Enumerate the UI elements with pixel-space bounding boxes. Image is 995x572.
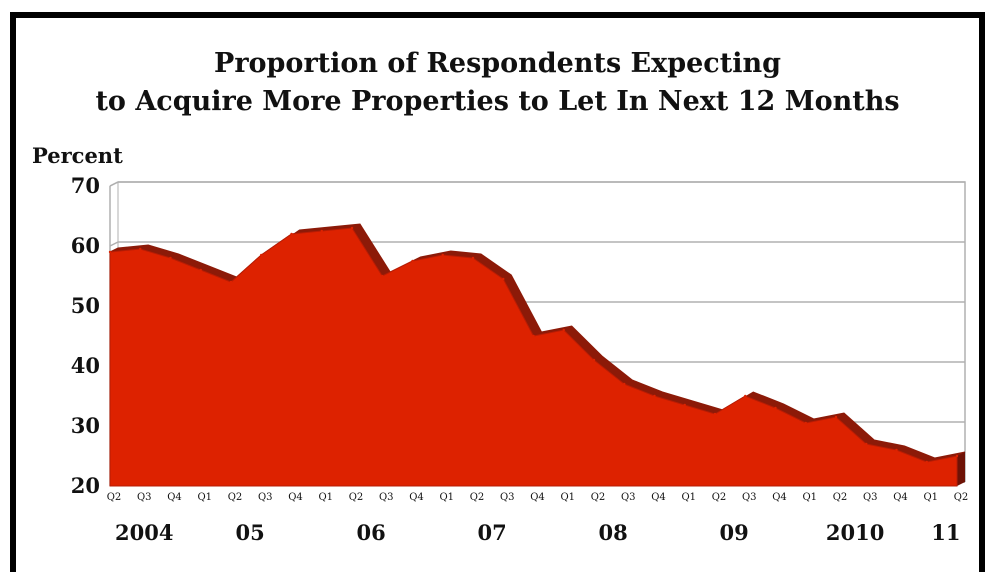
x-tick-quarter: Q2 bbox=[591, 492, 606, 503]
x-tick-quarter: Q1 bbox=[923, 492, 938, 503]
x-tick-quarter: Q3 bbox=[379, 492, 394, 503]
y-tick-labels: 20 30 40 50 60 70 bbox=[71, 173, 100, 498]
x-tick-quarter: Q4 bbox=[893, 492, 908, 503]
grid-wall-line-60 bbox=[109, 241, 119, 247]
x-tick-quarter: Q2 bbox=[470, 492, 485, 503]
x-tick-quarter: Q4 bbox=[530, 492, 545, 503]
y-tick-label: 30 bbox=[71, 413, 100, 438]
area-side-face bbox=[957, 452, 965, 486]
x-tick-quarter: Q1 bbox=[802, 492, 817, 503]
data-point bbox=[260, 253, 263, 257]
data-point bbox=[653, 394, 656, 398]
y-tick-label: 20 bbox=[71, 473, 100, 498]
x-tick-quarter: Q4 bbox=[409, 492, 424, 503]
y-tick-label: 40 bbox=[71, 353, 100, 378]
data-point bbox=[562, 328, 565, 332]
data-point bbox=[895, 448, 898, 452]
x-tick-quarter: Q2 bbox=[712, 492, 727, 503]
x-tick-year: 2004 bbox=[115, 520, 173, 545]
data-point bbox=[925, 460, 928, 464]
data-point bbox=[744, 394, 747, 398]
data-point bbox=[199, 268, 202, 272]
data-point bbox=[774, 406, 777, 410]
x-tick-year: 05 bbox=[236, 520, 265, 545]
x-tick-quarter: Q4 bbox=[167, 492, 182, 503]
x-tick-year: 11 bbox=[931, 520, 960, 545]
chart-title-line-2: to Acquire More Properties to Let In Nex… bbox=[95, 86, 900, 117]
data-point bbox=[532, 334, 535, 338]
data-point bbox=[502, 277, 505, 281]
x-tick-quarter: Q1 bbox=[318, 492, 333, 503]
x-tick-quarter: Q2 bbox=[954, 492, 969, 503]
x-tick-year: 09 bbox=[720, 520, 749, 545]
data-point bbox=[834, 415, 838, 419]
x-tick-quarter: Q3 bbox=[137, 492, 152, 503]
x-tick-quarter: Q2 bbox=[833, 492, 848, 503]
x-tick-quarter: Q3 bbox=[742, 492, 757, 503]
x-tick-quarter: Q3 bbox=[863, 492, 878, 503]
x-tick-quarter: Q1 bbox=[439, 492, 454, 503]
data-point bbox=[411, 259, 414, 263]
data-point bbox=[290, 232, 293, 236]
y-axis-label: Percent bbox=[32, 143, 123, 168]
x-tick-quarter: Q4 bbox=[651, 492, 666, 503]
data-point bbox=[592, 358, 596, 362]
data-point bbox=[320, 229, 323, 233]
data-point bbox=[804, 421, 807, 425]
data-point bbox=[139, 247, 142, 251]
x-tick-quarter: Q3 bbox=[500, 492, 515, 503]
y-tick-label: 60 bbox=[71, 233, 100, 258]
chart-title-line-1: Proportion of Respondents Expecting bbox=[214, 48, 781, 79]
x-tick-quarter: Q4 bbox=[772, 492, 787, 503]
area-front-face bbox=[109, 227, 958, 487]
data-point bbox=[381, 274, 384, 278]
data-point bbox=[350, 226, 354, 230]
data-point bbox=[683, 403, 686, 407]
x-tick-quarter: Q1 bbox=[197, 492, 212, 503]
x-tick-year: 07 bbox=[478, 520, 507, 545]
y-tick-label: 50 bbox=[71, 293, 100, 318]
data-area bbox=[108, 223, 966, 487]
data-point bbox=[865, 442, 868, 446]
grid-wall-line-70 bbox=[109, 181, 119, 187]
data-point bbox=[441, 253, 444, 257]
data-point bbox=[169, 256, 172, 260]
x-tick-quarter: Q4 bbox=[288, 492, 303, 503]
data-point bbox=[471, 256, 475, 260]
data-point bbox=[713, 412, 717, 416]
x-tick-year: 06 bbox=[357, 520, 386, 545]
data-point bbox=[229, 280, 233, 284]
x-tick-quarter: Q1 bbox=[681, 492, 696, 503]
x-tick-quarter: Q2 bbox=[107, 492, 122, 503]
data-point bbox=[955, 454, 959, 458]
x-tick-quarter: Q3 bbox=[621, 492, 636, 503]
x-tick-year: 08 bbox=[599, 520, 628, 545]
x-tick-quarter: Q2 bbox=[349, 492, 364, 503]
x-tick-year: 2010 bbox=[826, 520, 884, 545]
x-tick-quarter: Q1 bbox=[560, 492, 575, 503]
data-point bbox=[623, 382, 626, 386]
x-tick-quarter: Q3 bbox=[258, 492, 273, 503]
x-tick-labels: Q2 Q3 Q4 Q1 Q2 Q3 Q4 Q1 Q2 Q3 Q4 Q1 Q2 Q3 Q4 Q1 Q2 Q3 Q4 Q1… bbox=[107, 492, 969, 545]
data-point bbox=[108, 250, 112, 254]
x-tick-quarter: Q2 bbox=[228, 492, 243, 503]
y-tick-label: 70 bbox=[71, 173, 100, 198]
